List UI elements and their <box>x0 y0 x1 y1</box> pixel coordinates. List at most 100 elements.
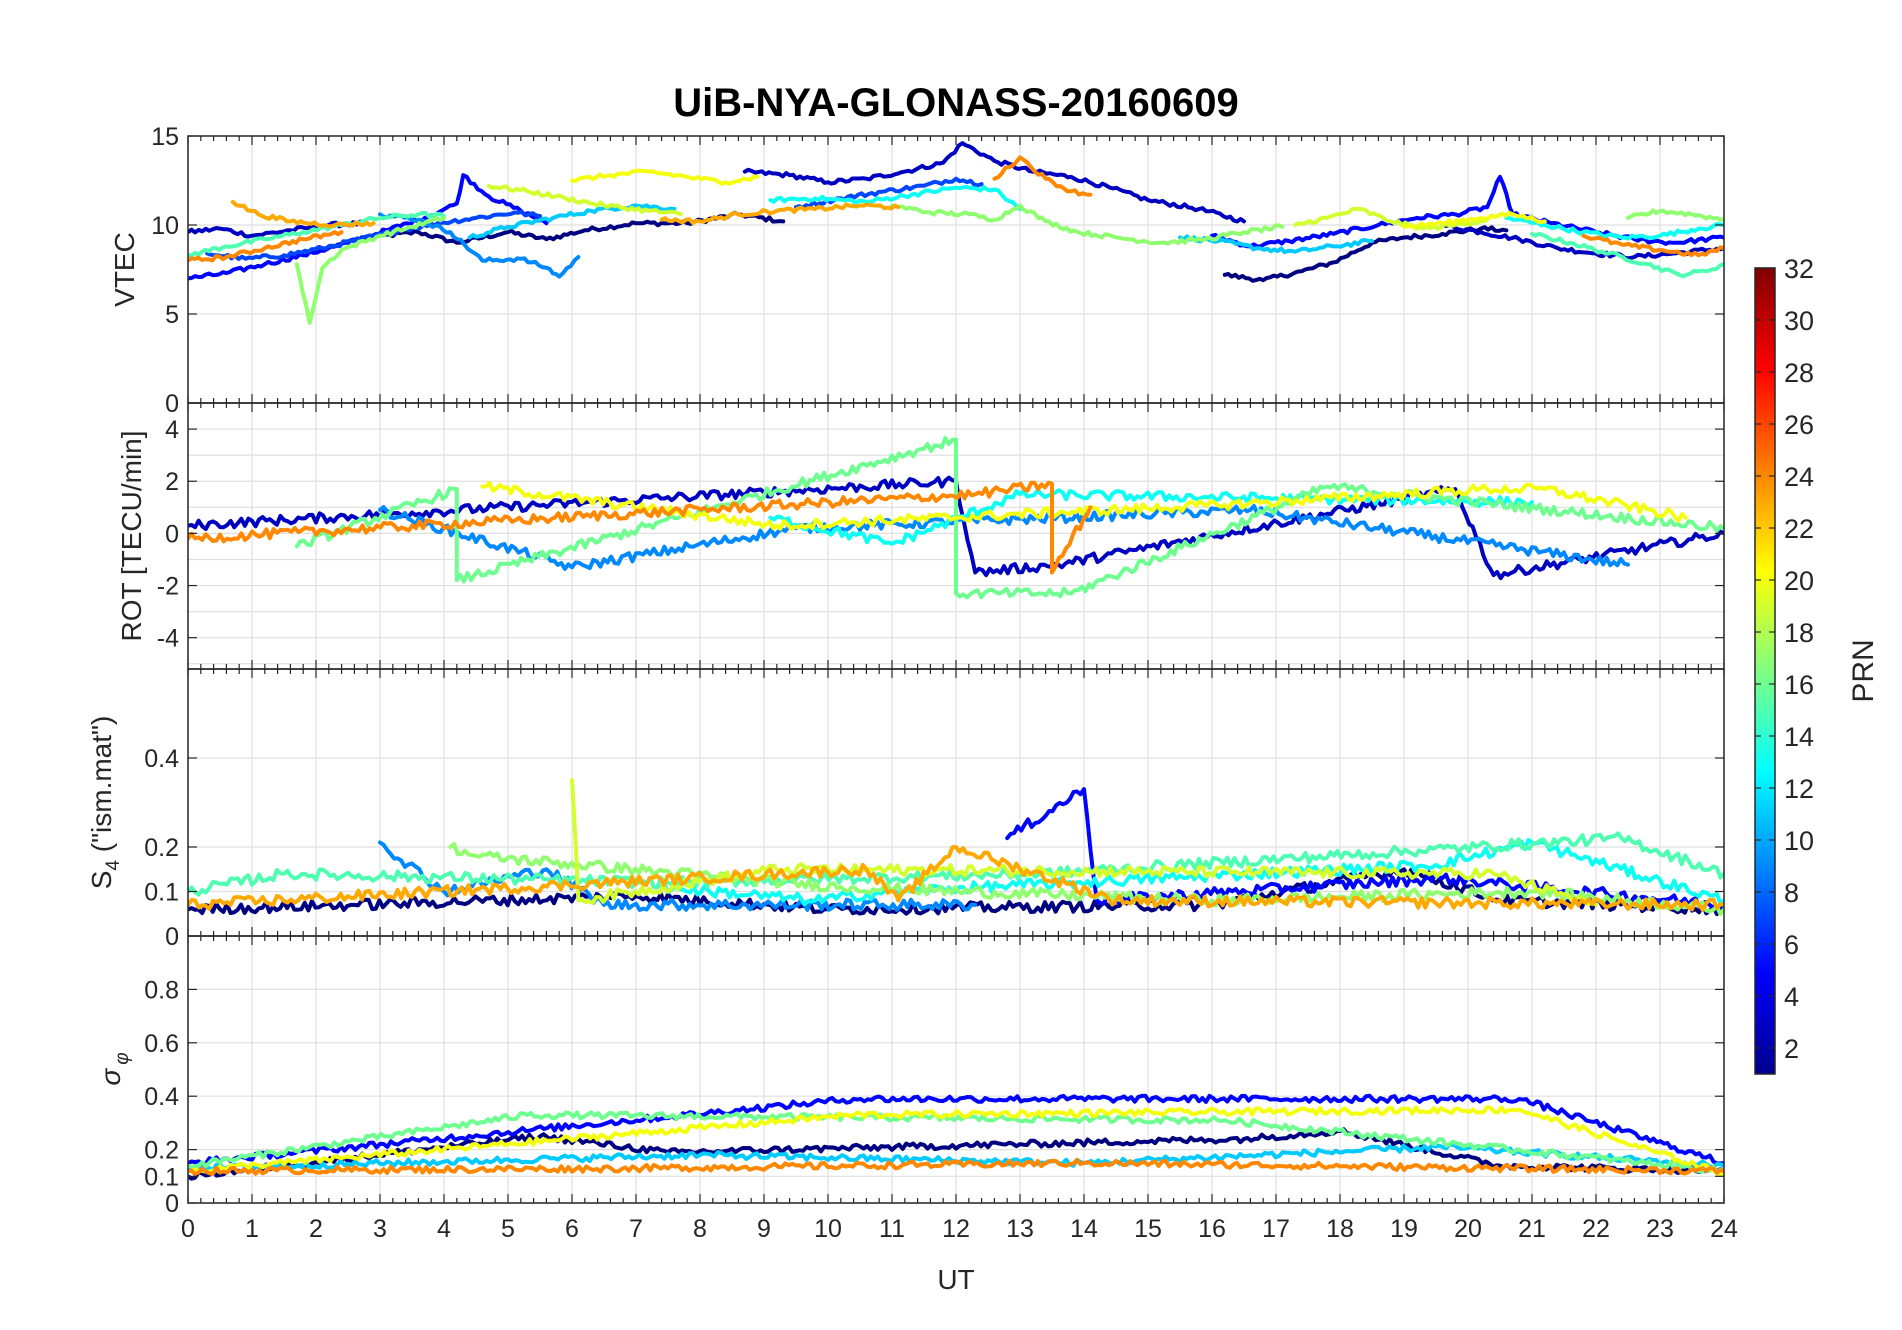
colorbar-tick-label: 24 <box>1784 462 1814 492</box>
x-tick-label: 0 <box>181 1215 195 1243</box>
colorbar-tick-label: 18 <box>1784 618 1814 648</box>
colorbar-tick-label: 16 <box>1784 670 1814 700</box>
x-tick-label: 10 <box>814 1215 842 1243</box>
x-tick-label: 23 <box>1646 1215 1674 1243</box>
x-tick-label: 12 <box>942 1215 970 1243</box>
series-line-prn-5 <box>1210 174 1724 249</box>
colorbar-tick-label: 10 <box>1784 826 1814 856</box>
x-tick-label: 8 <box>693 1215 707 1243</box>
y-tick-label: -4 <box>157 625 179 653</box>
series-line-prn-17 <box>294 215 446 325</box>
x-tick-label: 14 <box>1070 1215 1098 1243</box>
series-line-prn-17 <box>448 842 1724 916</box>
colorbar-label: PRN <box>1847 639 1880 702</box>
x-axis-label: UT <box>937 1264 974 1295</box>
x-tick-label: 3 <box>373 1215 387 1243</box>
series-line-prn-11 <box>467 203 677 240</box>
series-line-prn-1 <box>1222 225 1509 283</box>
series-line-prn-20 <box>1402 210 1547 229</box>
series-line-prn-16 <box>188 1110 1724 1175</box>
ylabel-vtec: VTEC <box>109 232 140 307</box>
ylabel-rot: ROT [TECU/min] <box>116 430 147 641</box>
series-vtec <box>188 141 1724 325</box>
colorbar-tick-label: 22 <box>1784 514 1814 544</box>
series-line-prn-7 <box>205 209 542 261</box>
colorbar-frame <box>1754 267 1776 1075</box>
ylabel-sigphi: σφ <box>95 1052 133 1085</box>
series-line-prn-23 <box>188 845 1724 912</box>
y-tick-label: 0 <box>165 390 179 418</box>
series-line-prn-15 <box>188 211 446 258</box>
x-tick-label: 4 <box>437 1215 451 1243</box>
y-tick-label: 0.1 <box>144 1163 179 1191</box>
y-tick-label: 0.8 <box>144 976 179 1004</box>
x-tick-label: 1 <box>245 1215 259 1243</box>
series-rot <box>188 436 1724 600</box>
panel-s4: 0 0.1 0.2 0.4 S4 ("ism.mat") <box>86 668 1725 951</box>
ylabel-sigphi-main: σ <box>95 1068 126 1086</box>
series-line-prn-15 <box>1530 231 1724 279</box>
x-tick-label: 17 <box>1262 1215 1290 1243</box>
frame-sigphi <box>187 935 1725 1204</box>
y-tick-label: 10 <box>151 212 179 240</box>
series-line-prn-24 <box>188 230 344 263</box>
colorbar-tick-label: 4 <box>1784 982 1799 1012</box>
ylabel-sigphi-sub: φ <box>112 1052 133 1064</box>
series-line-prn-13 <box>768 488 1534 546</box>
y-tick-label: 5 <box>165 301 179 329</box>
colorbar-tick-label: 26 <box>1784 410 1814 440</box>
y-tick-label: 0.4 <box>144 1083 179 1111</box>
series-line-prn-20 <box>188 1105 1724 1178</box>
series-line-prn-24 <box>188 480 1093 575</box>
series-line-prn-23 <box>659 202 901 226</box>
series-line-prn-24 <box>188 1158 1724 1176</box>
series-line-prn-13 <box>1504 215 1724 241</box>
x-tick-label: 9 <box>757 1215 771 1243</box>
colorbar-tick-label: 20 <box>1784 566 1814 596</box>
grid-vtec <box>187 135 1725 404</box>
x-tick-label: 13 <box>1006 1215 1034 1243</box>
colorbar-tick-label: 14 <box>1784 722 1814 752</box>
series-line-prn-5 <box>188 1093 1724 1167</box>
series-line-prn-24 <box>1581 233 1724 258</box>
series-line-prn-17 <box>1626 208 1724 222</box>
series-line-prn-9 <box>378 504 1630 571</box>
series-line-prn-19 <box>486 183 683 217</box>
y-tick-label: 0 <box>165 1190 179 1218</box>
ylabel-s4-sub: 4 <box>103 860 124 871</box>
ticks-rot: -4 -2 0 2 4 <box>157 403 1725 669</box>
series-line-prn-13 <box>768 185 1022 211</box>
x-tick-label: 6 <box>565 1215 579 1243</box>
x-tick-labels: 0 1 2 3 4 5 6 7 8 9 10 11 12 13 14 15 16 17 18 19 20 21 22 23 24 <box>181 1215 1738 1243</box>
x-tick-label: 24 <box>1710 1215 1738 1243</box>
colorbar-tick-label: 32 <box>1784 254 1814 284</box>
ticks-vtec: 0 5 10 15 <box>151 123 1725 418</box>
panel-rot: -4 -2 0 2 4 ROT [TECU/min] <box>116 402 1725 670</box>
series-line-prn-20 <box>570 168 760 186</box>
series-line-prn-23 <box>230 199 376 229</box>
y-tick-label: 0 <box>165 923 179 951</box>
series-line-prn-5 <box>188 173 549 281</box>
x-tick-label: 5 <box>501 1215 515 1243</box>
series-line-prn-5 <box>1005 787 1724 910</box>
series-line-prn-24 <box>992 155 1093 197</box>
series-line-prn-9 <box>378 212 581 279</box>
series-s4 <box>188 778 1724 917</box>
y-tick-label: 0 <box>165 520 179 548</box>
series-line-prn-1 <box>188 867 1724 917</box>
series-line-prn-3 <box>742 141 1246 224</box>
x-tick-label: 16 <box>1198 1215 1226 1243</box>
x-tick-label: 20 <box>1454 1215 1482 1243</box>
colorbar-tick-label: 28 <box>1784 358 1814 388</box>
x-tick-label: 11 <box>879 1215 905 1243</box>
y-tick-label: 0.2 <box>144 834 179 862</box>
y-tick-label: 4 <box>165 416 179 444</box>
x-tick-label: 18 <box>1326 1215 1354 1243</box>
colorbar-tick-label: 12 <box>1784 774 1814 804</box>
panel-sigphi: 00.10.2 0.4 0.6 0.8 σφ <box>95 935 1725 1218</box>
ylabel-s4-rest: ("ism.mat") <box>86 716 117 860</box>
y-tick-label: 0.2 <box>144 1137 179 1165</box>
series-line-prn-19 <box>1293 206 1490 231</box>
